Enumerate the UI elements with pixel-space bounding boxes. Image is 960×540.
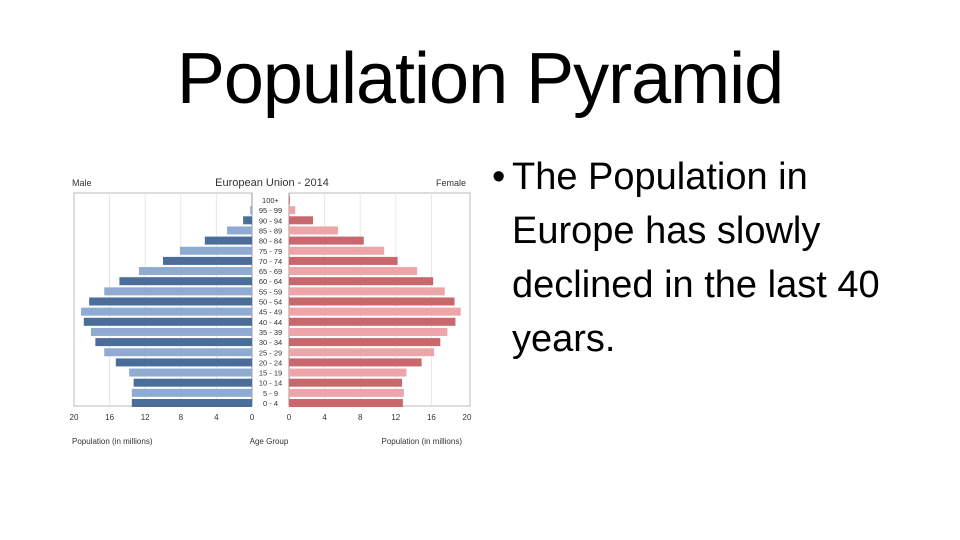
population-pyramid-chart: Male European Union - 2014 Female 100+ 95… [60,168,484,460]
bar-female [289,368,407,377]
bar-male [227,226,252,235]
age-group-label: 30 - 34 [259,338,282,347]
age-group-label: 50 - 54 [259,298,282,307]
bar-female [289,378,403,387]
age-group-label: 35 - 39 [259,328,282,337]
bars [81,196,461,407]
age-group-label: 80 - 84 [259,237,282,246]
bar-male [243,216,252,225]
bar-female [289,206,296,215]
bar-female [289,317,456,326]
bar-female [289,196,290,204]
bar-male [119,277,252,286]
age-group-label: 90 - 94 [259,216,282,225]
age-group-label: 5 - 9 [263,389,278,398]
x-tick-label-female: 20 [463,413,472,422]
bar-female [289,256,398,265]
bar-female [289,348,435,357]
bar-female [289,236,364,245]
x-tick-label-male: 20 [70,413,79,422]
bullet-item: • The Population in Europe has slowly de… [492,150,932,366]
bar-male [90,327,252,336]
bar-female [289,388,404,397]
bar-male [131,388,252,397]
x-tick-label-male: 4 [214,413,219,422]
bar-male [115,358,252,367]
bar-female [289,216,314,225]
bar-male [133,378,252,387]
bar-female [289,277,434,286]
bar-male [83,317,252,326]
bar-male [179,246,252,255]
bar-female [289,327,448,336]
bar-female [289,297,455,306]
x-tick-label-female: 12 [391,413,400,422]
age-group-label: 15 - 19 [259,369,282,378]
bar-female [289,267,418,276]
bar-female [289,226,338,235]
bar-female [289,399,403,407]
bar-male [163,256,252,265]
bullet-list: • The Population in Europe has slowly de… [492,150,932,366]
chart-title: European Union - 2014 [215,177,329,189]
bar-male [104,287,252,296]
age-group-label: 25 - 29 [259,348,282,357]
x-tick-label-male: 16 [105,413,114,422]
bar-male [95,338,252,347]
bar-male [204,236,252,245]
bar-male [129,368,252,377]
x-tick-label-female: 4 [322,413,327,422]
age-group-label: 20 - 24 [259,358,282,367]
age-group-label: 70 - 74 [259,257,282,266]
bar-female [289,307,461,316]
age-group-label: 95 - 99 [259,206,282,215]
age-group-label: 55 - 59 [259,287,282,296]
bar-male [104,348,252,357]
age-group-label: 75 - 79 [259,247,282,256]
bar-female [289,338,441,347]
x-tick-label-female: 8 [358,413,363,422]
bar-male [81,307,253,316]
age-group-label: 60 - 64 [259,277,282,286]
age-group-label: 85 - 89 [259,226,282,235]
slide-title: Population Pyramid [176,39,784,119]
chart-right-label: Female [436,178,466,188]
bar-female [289,287,445,296]
x-tick-label-male: 0 [250,413,255,422]
x-axis-label-right: Population (in millions) [382,437,463,446]
x-tick-labels: 0 0 4 4 8 8 12 12 16 16 20 20 [70,413,472,422]
x-tick-label-female: 16 [427,413,436,422]
age-group-label: 100+ [262,196,280,205]
chart-left-label: Male [72,178,92,188]
age-group-label: 40 - 44 [259,318,282,327]
age-group-label: 0 - 4 [263,399,278,408]
x-tick-label-male: 8 [179,413,184,422]
age-group-label: 65 - 69 [259,267,282,276]
x-axis-label-left: Population (in millions) [72,437,153,446]
pyramid-svg: Male European Union - 2014 Female 100+95… [70,177,472,446]
bullet-dot-icon: • [492,156,506,198]
bar-female [289,246,385,255]
bar-male [131,399,252,407]
age-group-label: 45 - 49 [259,308,282,317]
bar-male [138,267,252,276]
x-tick-label-male: 12 [141,413,150,422]
bullet-text: The Population in Europe has slowly decl… [512,156,880,360]
x-axis-label-center: Age Group [250,437,289,446]
bar-male [89,297,252,306]
bar-male [250,206,252,215]
bar-female [289,358,422,367]
x-tick-label-female: 0 [287,413,292,422]
age-group-label: 10 - 14 [259,379,282,388]
